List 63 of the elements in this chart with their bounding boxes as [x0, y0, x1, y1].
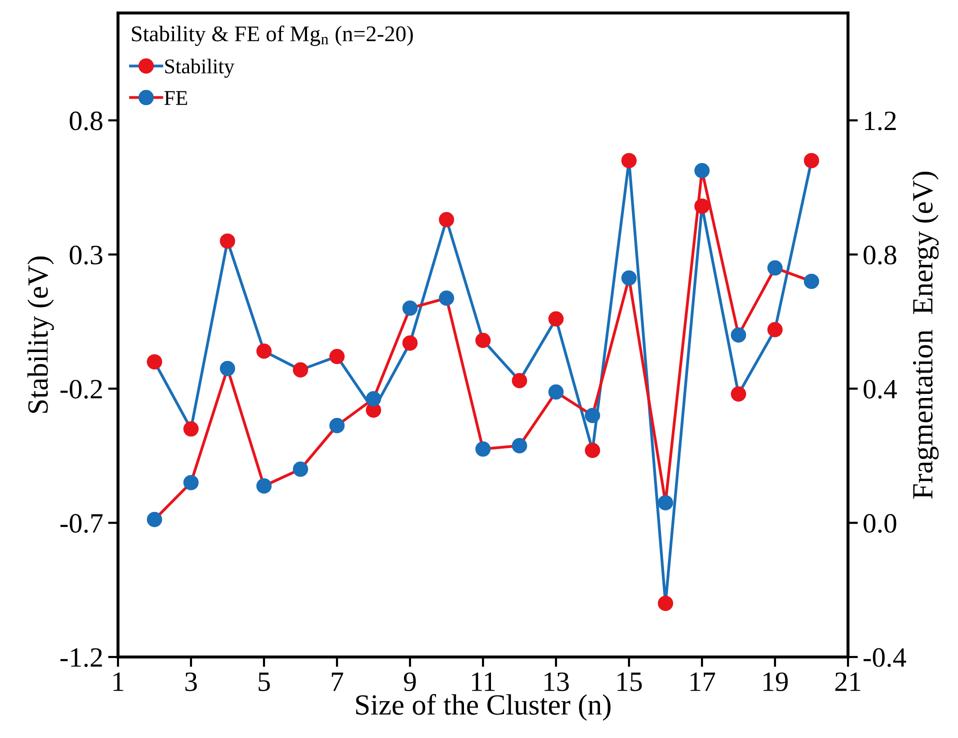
y2-tick-label: -0.4	[864, 648, 906, 668]
x-tick-label: 21	[835, 672, 860, 691]
point	[183, 474, 199, 490]
point	[658, 596, 674, 611]
x-tick-label: 1	[114, 672, 124, 691]
point	[475, 441, 491, 457]
y2-tick-label: 0.8	[864, 246, 896, 265]
point	[584, 408, 600, 424]
point	[548, 384, 564, 400]
point	[767, 322, 783, 338]
y2-tick-label: 1.2	[865, 112, 896, 130]
point	[694, 163, 710, 178]
x-tick-label: 3	[185, 672, 197, 692]
y-tick-label: -1.2	[60, 648, 102, 668]
point	[512, 372, 528, 388]
point	[292, 462, 308, 477]
y2-axis-title: Fragmentation Energy (eV)	[912, 172, 939, 499]
x-tick-label: 9	[404, 672, 416, 692]
point	[292, 362, 308, 378]
x-tick-label: 13	[544, 672, 569, 692]
legend-label: Stability	[165, 58, 234, 78]
point	[512, 438, 528, 454]
point	[548, 311, 564, 327]
x-tick-label: 11	[472, 672, 495, 691]
point	[438, 212, 454, 228]
point	[658, 495, 674, 510]
legend-label: FE	[164, 91, 188, 105]
point	[402, 335, 418, 351]
point	[220, 233, 236, 249]
point	[767, 260, 783, 276]
y2-tick-label: 0.4	[864, 380, 897, 399]
point	[183, 421, 199, 437]
point	[584, 442, 600, 458]
point	[730, 386, 746, 402]
y-tick-label: -0.7	[60, 514, 103, 533]
point	[256, 478, 272, 494]
point	[220, 360, 236, 376]
point	[146, 512, 162, 528]
point	[804, 152, 820, 168]
x-axis-title: Size of the Cluster (n)	[356, 694, 611, 721]
legend-title: Stability & FE of Mg$_{n}$ (n=2-20)	[132, 26, 413, 46]
point	[621, 152, 637, 168]
x-tick-label: 15	[618, 672, 642, 692]
x-tick-label: 19	[764, 672, 788, 692]
point	[730, 327, 746, 343]
point	[804, 274, 820, 289]
point	[329, 418, 345, 434]
y2-tick-label: 0.0	[864, 514, 896, 533]
x-tick-label: 5	[258, 672, 270, 692]
y-tick-label: -0.2	[60, 380, 102, 399]
point	[438, 290, 454, 306]
point	[402, 300, 418, 316]
y-axis-title: Stability (eV)	[27, 256, 54, 413]
point	[475, 332, 491, 348]
x-tick-label: 7	[332, 672, 344, 691]
y-tick-label: 0.3	[70, 246, 102, 265]
point	[366, 391, 382, 406]
point	[146, 354, 162, 370]
point	[256, 343, 272, 359]
x-tick-label: 17	[690, 672, 716, 691]
y-tick-label: 0.8	[70, 112, 102, 130]
point	[621, 270, 637, 286]
point	[329, 348, 345, 364]
